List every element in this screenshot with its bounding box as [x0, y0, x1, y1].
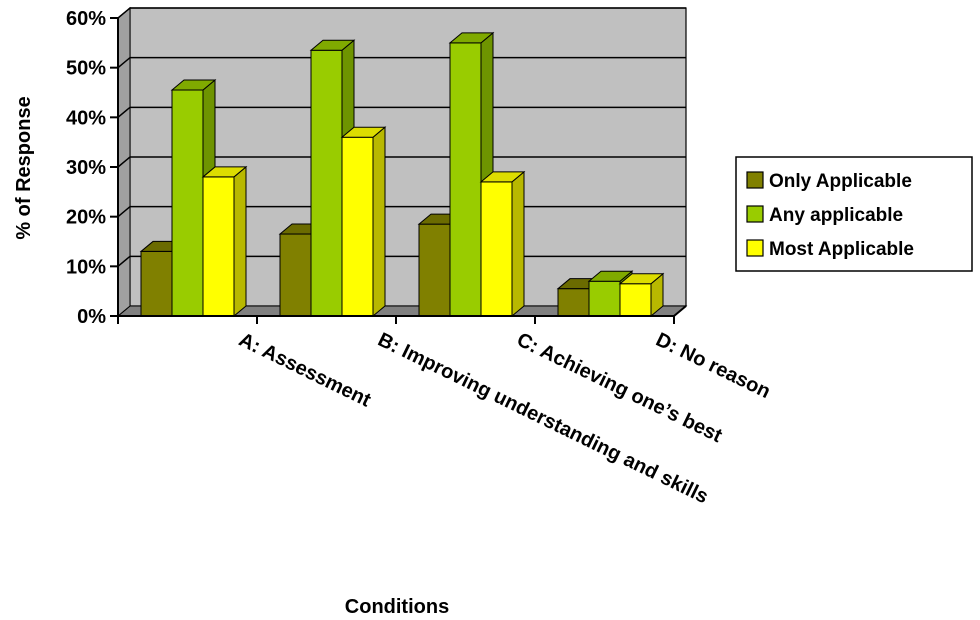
gridline: [117, 7, 686, 19]
bar-top: [479, 171, 526, 183]
bar-front: [140, 250, 173, 317]
y-tick-label: 40%: [66, 107, 106, 129]
legend-swatch: [746, 205, 764, 223]
y-tick-label: 60%: [66, 8, 106, 30]
bar: [340, 126, 387, 318]
legend-swatch: [746, 171, 764, 189]
y-tick-label: 50%: [66, 58, 106, 80]
legend-label: Only Applicable: [769, 171, 912, 192]
bar-front: [449, 42, 482, 317]
bars: [139, 31, 665, 318]
legend-swatch: [746, 239, 764, 257]
legend-label: Any applicable: [769, 205, 903, 226]
gridline: [117, 156, 686, 168]
bar-front: [202, 176, 235, 317]
legend-box: [735, 156, 973, 272]
legend-item: Most Applicable: [746, 239, 914, 260]
y-tick-labels: 0% 10% 20% 30% 40% 50% 60%: [66, 8, 106, 328]
bar-top: [201, 166, 248, 178]
legend-label: Most Applicable: [769, 239, 914, 260]
x-category-label: D: No reason: [652, 329, 774, 403]
bar-top: [340, 126, 387, 138]
bar-top: [618, 273, 665, 285]
bar-side: [511, 170, 525, 318]
x-axis-title: Conditions: [345, 596, 449, 618]
y-tick-label: 10%: [66, 256, 106, 278]
gridline: [117, 56, 686, 69]
legend-item: Any applicable: [746, 205, 903, 226]
bar: [618, 272, 665, 318]
gridline: [117, 106, 686, 118]
bar-side: [372, 126, 386, 318]
bar: [479, 170, 526, 318]
bar: [201, 165, 248, 318]
axes: [110, 17, 687, 324]
bar-top: [448, 32, 495, 44]
bar-front: [310, 49, 343, 317]
bar-front: [557, 288, 590, 317]
bar-front: [619, 283, 652, 317]
bar-front: [341, 136, 374, 317]
bar-top: [587, 270, 634, 282]
y-tick-label: 20%: [66, 207, 106, 229]
bar-front: [480, 181, 513, 317]
y-axis-title: % of Response: [13, 96, 35, 239]
bar-front: [279, 233, 312, 317]
legend-item: Only Applicable: [746, 171, 912, 192]
bar-front: [418, 223, 451, 317]
x-category-label: A: Assessment: [235, 329, 374, 412]
bar-front: [171, 89, 204, 317]
bar-top: [170, 79, 217, 91]
bar-side: [233, 165, 247, 318]
legend: Only Applicable Any applicable Most Applic…: [735, 156, 973, 272]
bar-top: [309, 39, 356, 51]
y-tick-label: 30%: [66, 157, 106, 179]
x-category-labels: A: Assessment B: Improving understanding …: [235, 329, 774, 509]
bar-front: [588, 280, 621, 317]
y-tick-label: 0%: [77, 306, 106, 328]
x-axis-end: [673, 305, 687, 317]
